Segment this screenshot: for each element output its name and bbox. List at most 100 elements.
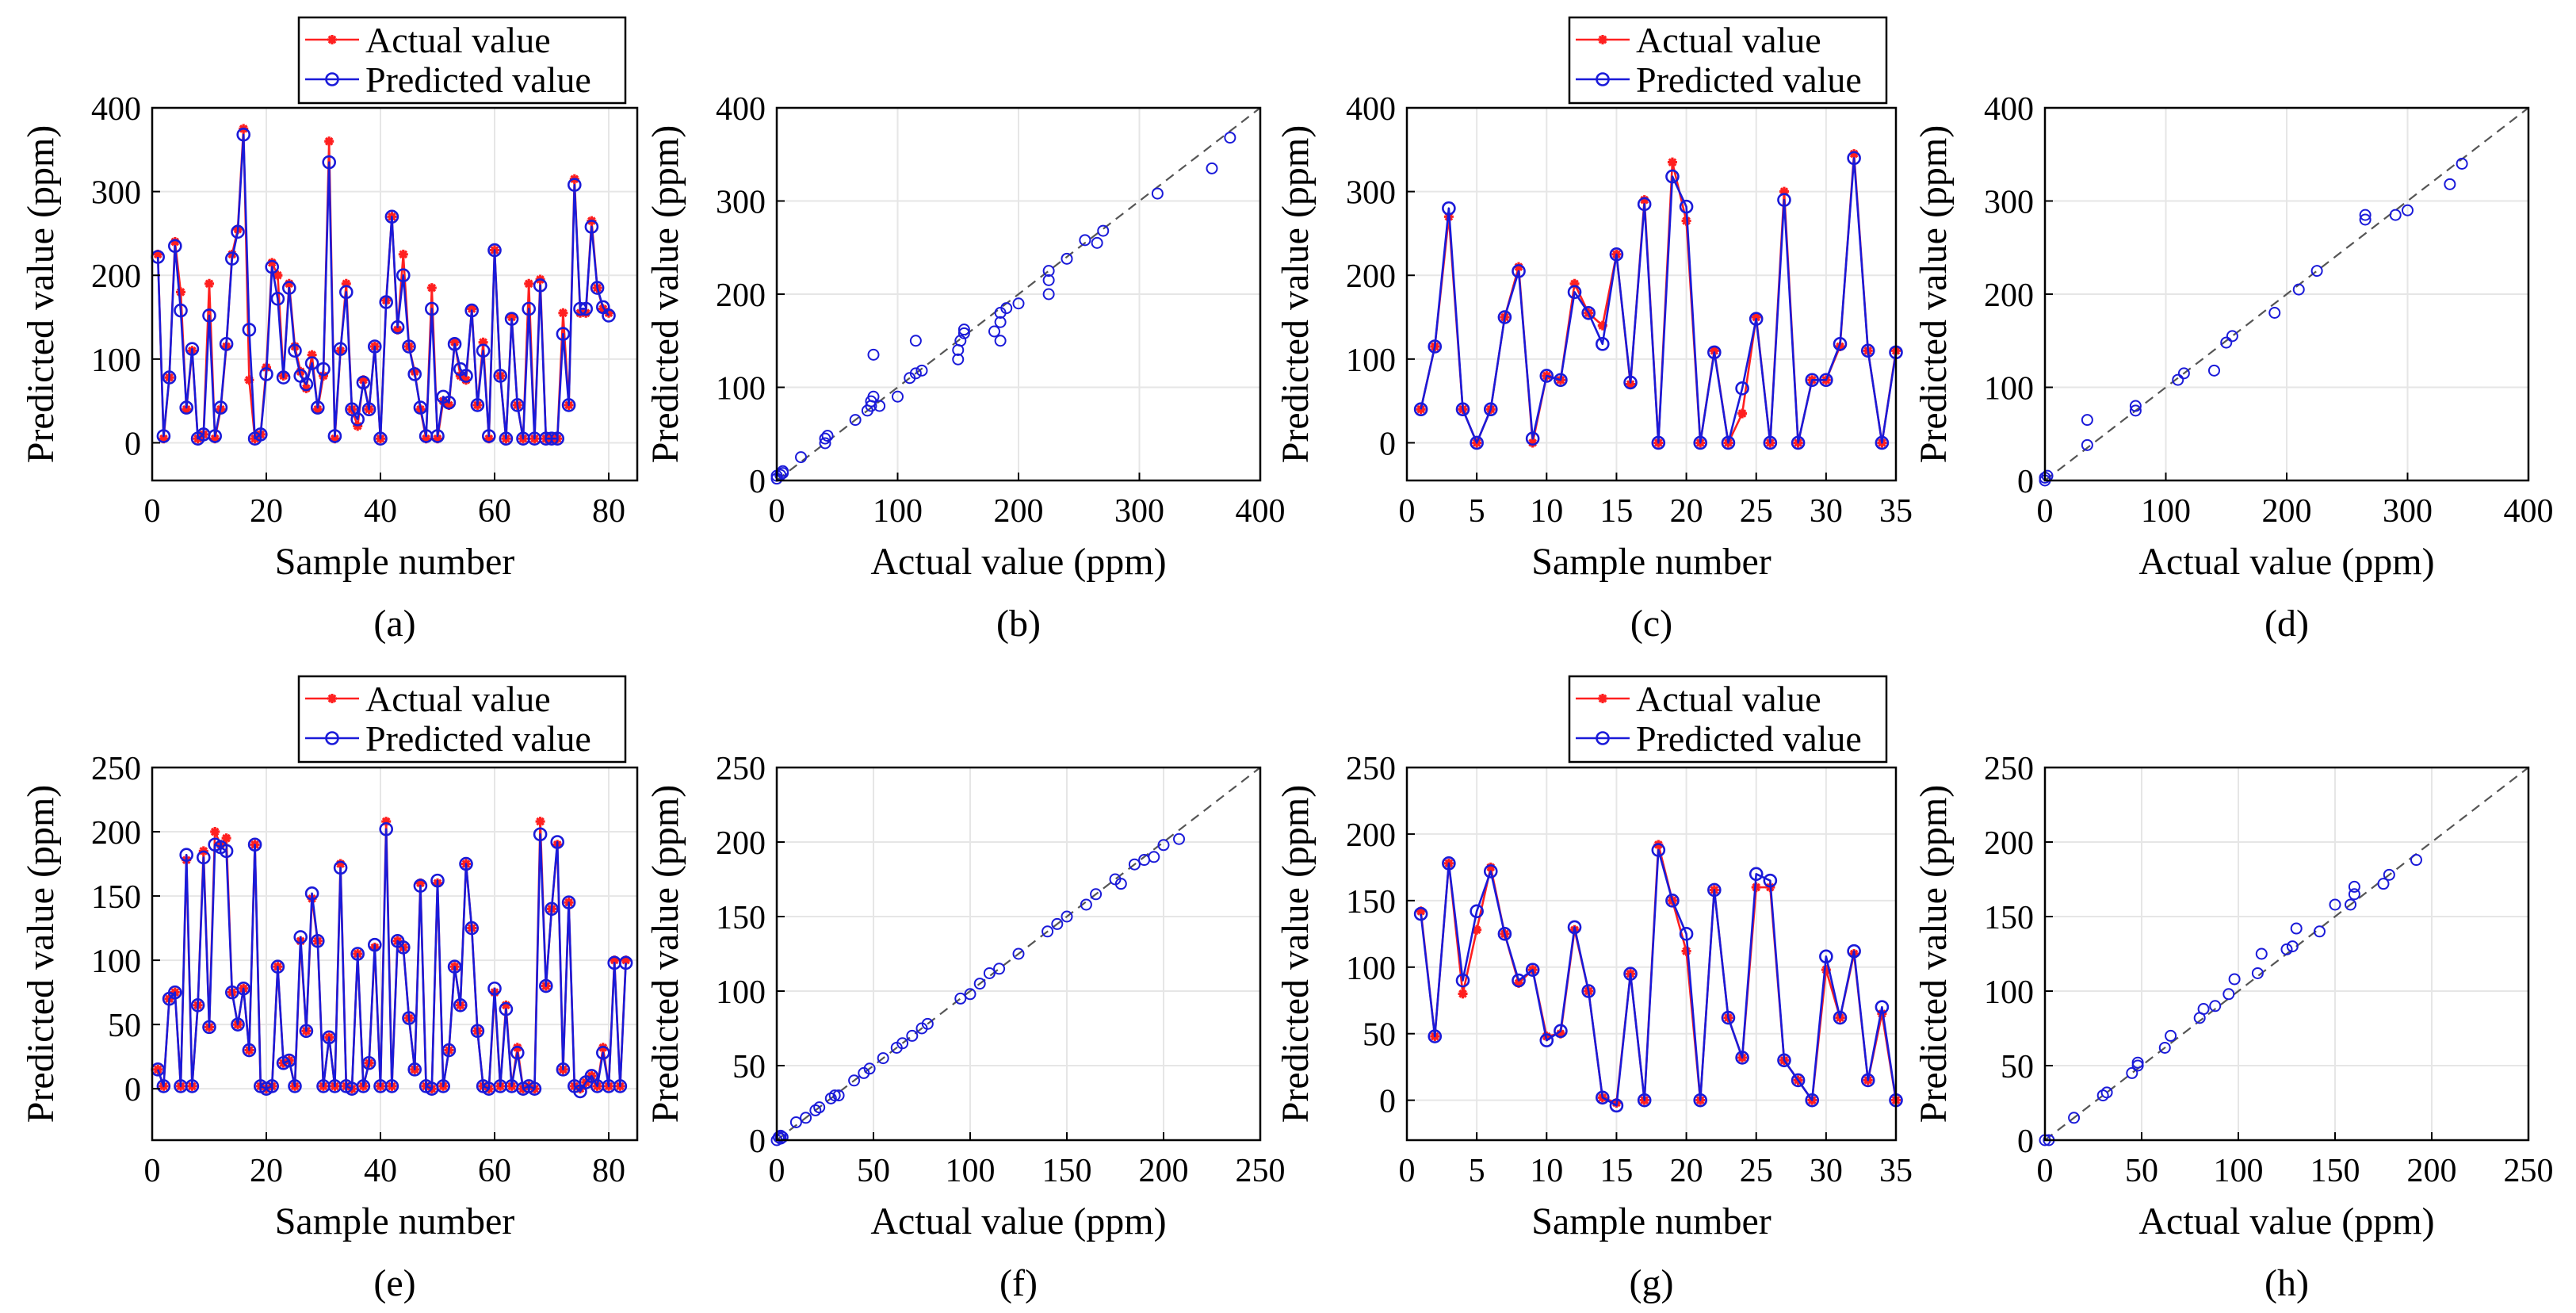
data-point-predicted: [1623, 375, 1638, 390]
y-tick-label: 50: [108, 1008, 141, 1044]
y-tick-label: 400: [91, 91, 141, 128]
x-tick-label: 25: [1740, 1153, 1773, 1189]
data-point-predicted: [384, 209, 399, 224]
data-point-predicted: [1470, 904, 1484, 919]
data-point-predicted: [270, 959, 285, 974]
y-tick-label: 250: [716, 751, 766, 787]
data-point-predicted: [407, 1062, 422, 1077]
x-tick-label: 10: [1530, 1153, 1563, 1189]
data-point-actual: [182, 404, 192, 415]
data-point-predicted: [185, 342, 200, 356]
x-tick-label: 150: [1042, 1153, 1092, 1189]
data-point-actual: [204, 278, 214, 289]
scatter-point: [1012, 947, 1025, 960]
data-point-predicted: [1721, 435, 1736, 450]
scatter-point: [2290, 922, 2303, 935]
data-point-predicted: [1442, 856, 1456, 871]
x-axis-label: Actual value (ppm): [870, 1200, 1166, 1242]
plot-frame: [775, 766, 1262, 1142]
data-point-actual: [324, 136, 334, 147]
scatter-point: [772, 1131, 785, 1143]
data-point-predicted: [299, 1024, 314, 1039]
data-point-predicted: [487, 981, 502, 996]
scatter-point: [873, 400, 886, 412]
y-tick-label: 100: [1984, 974, 2034, 1011]
scatter-point: [1151, 187, 1164, 200]
data-point-predicted: [1763, 435, 1778, 450]
scatter-point: [1128, 858, 1141, 871]
data-point-predicted: [567, 178, 582, 192]
y-tick-label: 200: [716, 278, 766, 314]
scatter-point: [2286, 940, 2299, 953]
data-point-predicted: [504, 312, 519, 326]
scatter-point: [906, 1029, 919, 1042]
data-point-predicted: [367, 937, 382, 952]
data-point-predicted: [584, 220, 599, 234]
y-tick-label: 200: [1984, 825, 2034, 862]
scatter-point: [2348, 888, 2360, 901]
data-point-predicted: [276, 370, 291, 385]
data-point-predicted: [265, 1079, 280, 1093]
data-point-actual: [444, 400, 454, 410]
legend-label: Predicted value: [1636, 59, 1862, 100]
data-point-predicted: [1777, 1053, 1791, 1068]
x-tick-label: 50: [2125, 1153, 2158, 1189]
data-point-predicted: [270, 292, 285, 306]
data-point-predicted: [407, 367, 422, 381]
data-point-predicted: [545, 901, 559, 917]
y-tick-label: 50: [732, 1049, 766, 1085]
scatter-point: [795, 451, 807, 464]
panel-a: 0 20 40 60 80 0 100 200 300 400 Sample number Predi…: [20, 16, 639, 645]
data-point-actual: [170, 236, 180, 247]
x-tick-label: 80: [592, 493, 625, 530]
scatter-point: [863, 1062, 876, 1075]
data-point-predicted: [430, 873, 445, 888]
data-point-predicted: [430, 429, 445, 443]
x-tick-label: 150: [2310, 1153, 2360, 1189]
data-point-actual: [176, 287, 185, 297]
data-point-predicted: [1581, 305, 1596, 320]
plot-frame: [151, 766, 639, 1142]
y-tick-label: 300: [1346, 175, 1396, 212]
data-point-actual: [159, 434, 169, 444]
data-point-predicted: [231, 224, 245, 239]
data-point-predicted: [584, 1069, 599, 1083]
x-tick-label: 60: [478, 1153, 511, 1189]
data-point-predicted: [1428, 339, 1443, 354]
panel-label: (b): [996, 603, 1041, 645]
legend-circle-marker: [1596, 72, 1610, 86]
data-point-actual: [358, 375, 369, 385]
x-tick-label: 5: [1469, 493, 1485, 530]
data-point-predicted: [1679, 927, 1694, 941]
data-point-predicted: [304, 886, 319, 901]
y-axis-label: Predicted value (ppm): [20, 785, 62, 1124]
data-point-actual: [1514, 978, 1524, 988]
data-point-predicted: [390, 320, 405, 335]
scatter-point: [1148, 851, 1160, 863]
data-point-predicted: [1539, 1033, 1554, 1047]
data-point-predicted: [1791, 435, 1806, 450]
data-point-predicted: [1791, 1073, 1806, 1088]
data-point-predicted: [259, 367, 273, 381]
scatter-point: [1091, 236, 1103, 249]
scatter-point: [2383, 868, 2395, 881]
scatter-point: [2068, 1112, 2081, 1124]
data-point-predicted: [1609, 1098, 1624, 1113]
data-point-predicted: [316, 362, 331, 377]
scatter-point: [2208, 364, 2220, 377]
panel-label: (c): [1630, 603, 1672, 645]
data-point-predicted: [1637, 1093, 1652, 1108]
x-tick-label: 0: [144, 1153, 161, 1189]
data-point-predicted: [1567, 920, 1582, 935]
data-point-actual: [1569, 278, 1580, 289]
y-tick-label: 0: [124, 426, 141, 462]
data-point-predicted: [538, 978, 553, 993]
panel-b: 0 100 200 300 400 0 100 200 300 400 Actual value (…: [644, 91, 1286, 645]
data-point-predicted: [345, 402, 359, 417]
scatter-point: [1012, 297, 1025, 310]
data-point-predicted: [1512, 973, 1526, 988]
plot-frame: [151, 106, 639, 482]
data-point-predicted: [1847, 944, 1861, 959]
x-tick-label: 400: [2504, 493, 2554, 530]
